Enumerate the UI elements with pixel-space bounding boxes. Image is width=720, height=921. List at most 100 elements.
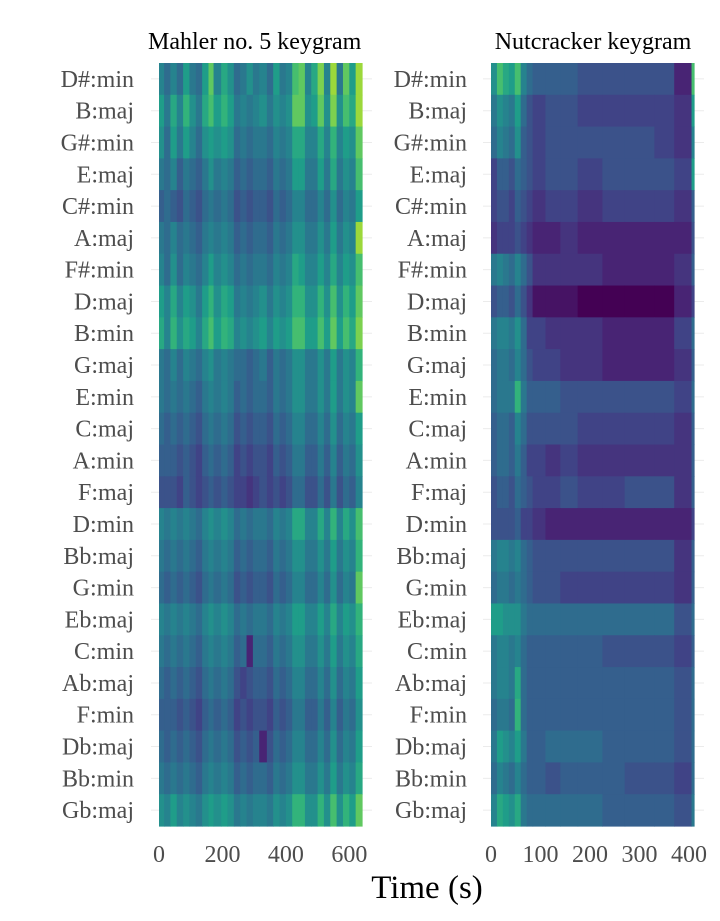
mahler-cell-c-maj [317, 412, 325, 446]
mahler-cell-c-min [304, 635, 312, 668]
nutcracker-key-label-a-min: A:min [406, 448, 467, 474]
nutcracker-cell-gb-maj [496, 794, 504, 827]
mahler-cell-d-min [285, 508, 293, 541]
mahler-cell-a-min [164, 444, 172, 477]
mahler-cell-c-maj [311, 412, 319, 446]
mahler-cell-ab-maj [349, 667, 357, 700]
nutcracker-cell-d-maj [560, 285, 579, 318]
mahler-cell-fsharp-min [298, 253, 306, 287]
nutcracker-cell-gsharp-min [532, 126, 547, 159]
mahler-cell-d-maj [176, 285, 184, 318]
mahler-cell-e-min [323, 380, 331, 414]
mahler-cell-ab-maj [342, 667, 350, 700]
mahler-cell-a-maj [221, 221, 229, 255]
nutcracker-cell-d-min [560, 508, 579, 541]
nutcracker-cell-fsharp-min [532, 253, 547, 287]
mahler-cell-gsharp-min [195, 126, 203, 159]
mahler-cell-c-maj [159, 412, 165, 446]
mahler-cell-g-min [317, 571, 325, 605]
nutcracker-cell-ab-maj [654, 667, 675, 700]
mahler-cell-f-min [240, 698, 248, 732]
nutcracker-cell-a-min [520, 444, 528, 477]
mahler-cell-bb-maj [195, 539, 203, 573]
nutcracker-cell-e-min [526, 380, 534, 414]
mahler-cell-db-maj [176, 730, 184, 764]
mahler-cell-f-min [342, 698, 350, 732]
mahler-cell-b-min [292, 317, 300, 350]
nutcracker-cell-db-maj [654, 730, 675, 764]
mahler-cell-c-min [176, 635, 184, 668]
mahler-cell-bb-min [259, 762, 268, 795]
mahler-cell-f-maj [159, 476, 165, 509]
mahler-cell-csharp-min [227, 190, 235, 223]
nutcracker-cell-d-maj [526, 285, 534, 318]
mahler-cell-e-maj [349, 158, 357, 191]
nutcracker-cell-ab-maj [577, 667, 604, 700]
mahler-cell-c-maj [208, 412, 215, 446]
mahler-cell-db-maj [330, 730, 338, 764]
nutcracker-cell-eb-maj [514, 603, 522, 636]
nutcracker-cell-ab-maj [520, 667, 528, 700]
nutcracker-cell-gsharp-min [491, 126, 498, 159]
mahler-cell-eb-maj [189, 603, 197, 636]
nutcracker-cell-d-maj [577, 285, 604, 318]
nutcracker-cell-db-maj [520, 730, 528, 764]
nutcracker-cell-g-min [526, 571, 534, 605]
mahler-cell-d-maj [336, 285, 344, 318]
mahler-cell-g-maj [164, 349, 172, 382]
nutcracker-cell-db-maj [545, 730, 561, 764]
mahler-cell-e-maj [246, 158, 254, 191]
mahler-cell-csharp-min [176, 190, 184, 223]
mahler-cell-fsharp-min [164, 253, 172, 287]
nutcracker-cell-c-min [502, 635, 510, 668]
nutcracker-cell-g-min [545, 571, 561, 605]
mahler-cell-e-maj [233, 158, 241, 191]
nutcracker-cell-dsharp-min [545, 63, 561, 96]
mahler-cell-bb-maj [323, 539, 331, 573]
nutcracker-key-label-b-min: B:min [407, 321, 467, 347]
mahler-cell-d-maj [202, 285, 210, 318]
mahler-key-label-bb-maj: Bb:maj [63, 544, 134, 570]
nutcracker-cell-ab-maj [491, 667, 498, 700]
nutcracker-cell-gb-maj [532, 794, 547, 827]
mahler-cell-ab-maj [330, 667, 338, 700]
nutcracker-cell-dsharp-min [532, 63, 547, 96]
mahler-cell-f-min [349, 698, 357, 732]
mahler-key-label-db-maj: Db:maj [62, 735, 134, 761]
nutcracker-cell-c-min [520, 635, 528, 668]
mahler-cell-a-maj [176, 221, 184, 255]
mahler-cell-fsharp-min [221, 253, 229, 287]
mahler-cell-a-min [176, 444, 184, 477]
nutcracker-cell-db-maj [508, 730, 516, 764]
mahler-cell-gsharp-min [336, 126, 344, 159]
nutcracker-cell-g-maj [508, 349, 516, 382]
mahler-cell-bb-maj [285, 539, 293, 573]
mahler-cell-g-maj [221, 349, 229, 382]
mahler-cell-f-maj [285, 476, 293, 509]
nutcracker-cell-g-maj [654, 349, 675, 382]
nutcracker-cell-dsharp-min [508, 63, 516, 96]
mahler-cell-b-min [170, 317, 178, 350]
nutcracker-cell-fsharp-min [624, 253, 655, 287]
mahler-cell-dsharp-min [273, 63, 281, 96]
mahler-cell-f-min [233, 698, 241, 732]
nutcracker-cell-d-min [654, 508, 675, 541]
nutcracker-cell-bb-maj [674, 539, 693, 573]
mahler-cell-b-maj [227, 94, 235, 128]
mahler-cell-b-maj [323, 94, 331, 128]
nutcracker-cell-g-maj [545, 349, 561, 382]
mahler-x-tick-600: 600 [331, 842, 367, 868]
nutcracker-cell-dsharp-min [526, 63, 534, 96]
mahler-cell-f-min [252, 698, 260, 732]
mahler-key-label-csharp-min: C#:min [62, 194, 134, 220]
mahler-cell-b-min [240, 317, 248, 350]
nutcracker-cell-g-min [502, 571, 510, 605]
mahler-cell-a-min [227, 444, 235, 477]
nutcracker-cell-b-maj [508, 94, 516, 128]
nutcracker-cell-f-min [624, 698, 655, 732]
mahler-cell-g-maj [252, 349, 260, 382]
nutcracker-cell-c-maj [691, 412, 695, 446]
mahler-cell-g-min [336, 571, 344, 605]
mahler-cell-g-min [246, 571, 254, 605]
mahler-cell-b-maj [202, 94, 210, 128]
